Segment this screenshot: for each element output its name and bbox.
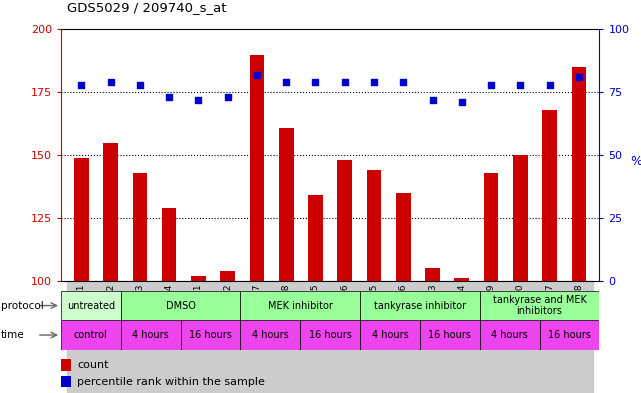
Point [428,97,438,103]
Bar [61,376,71,387]
Text: 16 hours: 16 hours [309,330,351,340]
Bar [506,281,535,393]
Bar [447,281,476,393]
Bar [61,291,121,320]
Text: protocol: protocol [1,301,44,310]
Bar [249,55,264,281]
Bar [476,281,506,393]
Text: 16 hours: 16 hours [189,330,232,340]
Point [310,79,320,85]
Text: 4 hours: 4 hours [372,330,408,340]
Point [281,79,292,85]
Bar [221,271,235,281]
Bar [181,320,240,350]
Text: control: control [74,330,108,340]
Bar [337,160,352,281]
Y-axis label: %: % [630,155,641,168]
Point [164,94,174,101]
Text: count: count [77,360,108,370]
Bar [121,320,181,350]
Bar [540,320,599,350]
Text: 16 hours: 16 hours [548,330,591,340]
Bar [396,193,411,281]
Bar [162,208,176,281]
Bar [418,281,447,393]
Bar [240,320,300,350]
Bar [542,110,557,281]
Bar [454,279,469,281]
Point [369,79,379,85]
Text: 4 hours: 4 hours [132,330,169,340]
Text: MEK inhibitor: MEK inhibitor [268,301,333,310]
Text: GDS5029 / 209740_s_at: GDS5029 / 209740_s_at [67,1,227,14]
Point [398,79,408,85]
Bar [154,281,184,393]
Point [544,82,554,88]
Point [486,82,496,88]
Point [340,79,350,85]
Bar [240,291,360,320]
Bar [103,143,118,281]
Point [252,72,262,78]
Bar [360,320,420,350]
Bar [272,281,301,393]
Bar [367,170,381,281]
Bar [330,281,360,393]
Bar [184,281,213,393]
Bar [360,291,479,320]
Bar [479,291,599,320]
Bar [308,195,323,281]
Bar [388,281,418,393]
Bar [564,281,594,393]
Bar [479,320,540,350]
Bar [242,281,272,393]
Point [135,82,145,88]
Bar [301,281,330,393]
Bar [425,268,440,281]
Text: 16 hours: 16 hours [428,330,471,340]
Bar [61,359,71,371]
Point [194,97,204,103]
Bar [191,276,206,281]
Bar [213,281,242,393]
Point [574,74,584,81]
Text: untreated: untreated [67,301,115,310]
Point [76,82,87,88]
Bar [133,173,147,281]
Bar [61,320,121,350]
Text: tankyrase inhibitor: tankyrase inhibitor [374,301,466,310]
Point [515,82,526,88]
Point [222,94,233,101]
Point [456,99,467,106]
Bar [121,291,240,320]
Text: time: time [1,330,24,340]
Bar [535,281,564,393]
Bar [67,281,96,393]
Bar [513,155,528,281]
Text: 4 hours: 4 hours [252,330,288,340]
Bar [125,281,154,393]
Bar [300,320,360,350]
Bar [572,67,586,281]
Text: DMSO: DMSO [165,301,196,310]
Point [106,79,116,85]
Bar [279,128,294,281]
Bar [96,281,125,393]
Text: 4 hours: 4 hours [491,330,528,340]
Text: percentile rank within the sample: percentile rank within the sample [77,377,265,387]
Bar [420,320,479,350]
Text: tankyrase and MEK
inhibitors: tankyrase and MEK inhibitors [492,295,587,316]
Bar [484,173,499,281]
Bar [360,281,388,393]
Bar [74,158,88,281]
